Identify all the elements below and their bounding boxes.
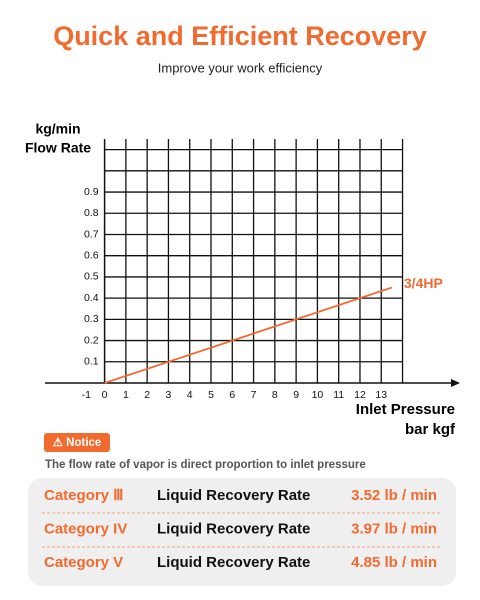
data-line: [104, 286, 393, 384]
x-tick-label: 13: [375, 389, 387, 401]
rate-label: Liquid Recovery Rate: [157, 554, 310, 571]
y-tick-label: 0.5: [84, 271, 99, 283]
rate-label: Liquid Recovery Rate: [157, 487, 310, 504]
x-tick-label: 3: [166, 389, 172, 401]
x-tick-label: 4: [187, 389, 193, 401]
x-tick-label: 6: [229, 389, 235, 401]
x-tick-label: 12: [354, 389, 366, 401]
x-tick-label: 2: [144, 389, 150, 401]
x-tick-label: 8: [272, 389, 278, 401]
notice-badge: [44, 433, 110, 452]
x-tick-label: 5: [208, 389, 214, 401]
y-tick-label: 0.1: [84, 356, 99, 368]
x-tick-label: 11: [333, 389, 344, 401]
y-tick-label: 0.7: [84, 228, 99, 240]
rate-label: Liquid Recovery Rate: [157, 520, 310, 537]
category: Category V: [44, 554, 123, 571]
y-tick-label: 0.2: [84, 334, 99, 346]
table: Category Ⅲ Liquid Recovery Rate 3.52 lb / …: [44, 487, 437, 571]
y-tick-label: 0.9: [84, 186, 99, 198]
x-tick-label: 1: [123, 389, 129, 401]
y-tick-label: 0.6: [84, 249, 99, 261]
x-tick-label: -1: [82, 389, 91, 401]
x-tick-label: 0: [102, 389, 108, 401]
chart: 0.10.20.30.40.50.60.70.80.9-1 0 1 2 3 4 5 6 7 8 9 1…: [45, 139, 460, 401]
category: Category Ⅲ: [44, 487, 124, 504]
x-tick-label: 10: [312, 389, 324, 401]
y-axis-unit: kg/min: [35, 121, 80, 137]
notice-badge-text: ⚠ Notice: [53, 437, 102, 449]
rate-value: 3.52 lb / min: [351, 487, 437, 504]
x-axis-unit: bar kgf: [405, 421, 456, 438]
x-tick-label: 9: [293, 389, 299, 401]
rate-value: 3.97 lb / min: [351, 520, 437, 537]
series-label: 3/4HP: [404, 275, 443, 291]
x-axis-label: Inlet Pressure: [356, 401, 455, 418]
x-tick-label: 7: [251, 389, 257, 401]
rate-value: 4.85 lb / min: [351, 554, 437, 571]
x-axis-arrow: [451, 379, 460, 387]
notice-text: The flow rate of vapor is direct proport…: [45, 459, 366, 471]
y-tick-label: 0.4: [84, 292, 99, 304]
subtitle: Improve your work efficiency: [158, 60, 323, 75]
title: Quick and Efficient Recovery: [53, 21, 427, 51]
category: Category IV: [44, 520, 127, 537]
y-tick-label: 0.8: [84, 207, 99, 219]
table-box: [28, 478, 456, 586]
y-tick-label: 0.3: [84, 313, 99, 325]
y-axis-label: Flow Rate: [25, 140, 91, 156]
